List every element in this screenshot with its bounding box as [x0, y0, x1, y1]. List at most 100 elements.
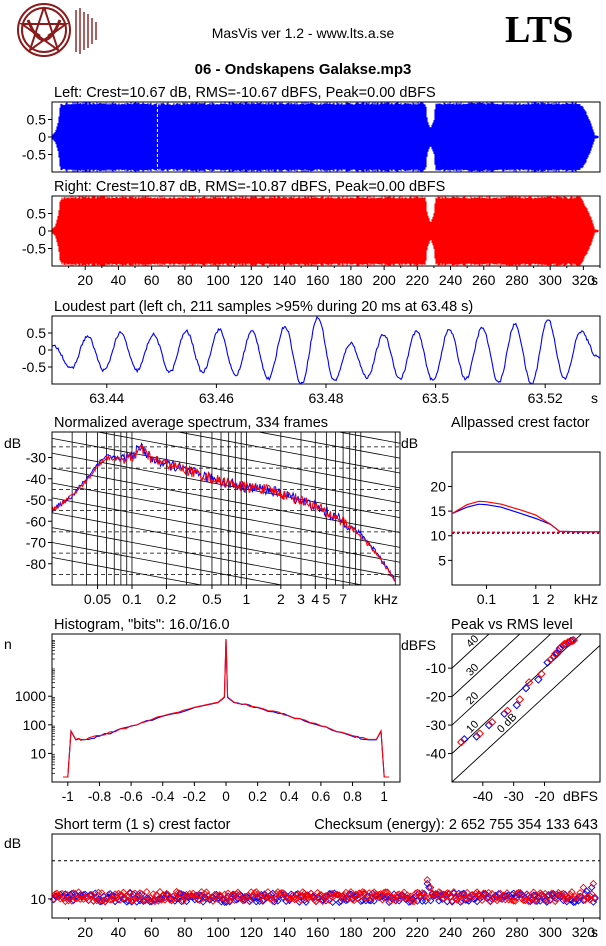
allpass-frame [451, 451, 601, 586]
shortcrest-point-right [519, 896, 528, 904]
brand-logo-text: LTS [505, 9, 574, 51]
peakrms-point-right [487, 717, 497, 727]
allpass-xtick-label: 0.1 [477, 591, 497, 607]
peakrms-point-right [557, 642, 566, 652]
shortcrest-point-right [305, 892, 314, 901]
shortcrest-point-right [315, 891, 324, 900]
shortcrest-point-right [508, 896, 516, 904]
shortcrest-point-right [142, 888, 151, 896]
spectrum-xtick-label: 0.1 [122, 591, 142, 607]
shortcrest-point-right [559, 889, 568, 898]
shortcrest-xtick-label: 220 [406, 924, 430, 940]
shortcrest-point-right [122, 892, 131, 900]
shortcrest-xtick-label: 300 [539, 924, 563, 940]
shortcrest-point-right [290, 895, 299, 904]
right-xtick-label: 260 [472, 272, 496, 288]
histogram-xtick-label: -0.4 [151, 789, 175, 804]
shortcrest-point-right [277, 889, 285, 897]
shortcrest-point-right [126, 888, 134, 897]
shortcrest-point-right [516, 888, 525, 897]
shortcrest-xtick-label: 20 [77, 924, 93, 940]
shortcrest-point-left [582, 887, 591, 896]
shortcrest-point-right [421, 893, 430, 901]
loudest-ytick-label: 0 [38, 342, 46, 358]
shortcrest-point-right [443, 889, 451, 897]
shortcrest-xtick-label: 120 [240, 924, 264, 940]
shortcrest-point-right [478, 896, 486, 904]
loudest-xunit: s [591, 390, 598, 406]
shortcrest-point-right [475, 891, 483, 900]
shortcrest-point-right [358, 888, 367, 896]
peakrms-point-left [512, 700, 521, 710]
shortcrest-point-right [551, 897, 559, 906]
right-xtick-label: 60 [144, 272, 160, 288]
shortcrest-point-right [509, 897, 518, 905]
shortcrest-point-right [343, 895, 352, 903]
peakrms-ytick-label: -30 [426, 717, 446, 733]
shortcrest-point-right [536, 889, 544, 897]
shortcrest-point-right [66, 894, 75, 902]
spectrum-slope-line [176, 432, 400, 474]
loudest-xtick-label: 63.44 [89, 390, 124, 406]
shortcrest-xtick-label: 40 [111, 924, 127, 940]
allpass-series-right [451, 500, 600, 533]
right-xtick-label: 160 [306, 272, 330, 288]
shortcrest-ylabel: dB [4, 835, 21, 851]
allpass-ytick-label: 15 [430, 503, 446, 519]
peakrms-point-left [521, 683, 531, 693]
histogram-xtick-label: 0 [222, 789, 230, 804]
allpass-xunit: kHz [574, 591, 598, 607]
right-xtick-label: 100 [206, 272, 230, 288]
histogram-xtick-label: 0.8 [343, 789, 362, 804]
right-xtick-label: 120 [240, 272, 264, 288]
allpass-ylabel: dB [401, 435, 418, 451]
shortcrest-point-right [149, 890, 158, 898]
peakrms-title: Peak vs RMS level [451, 617, 573, 633]
shortcrest-point-right [297, 896, 305, 904]
shortcrest-point-left [96, 897, 104, 906]
shortcrest-point-right [461, 894, 470, 902]
shortcrest-xtick-label: 260 [472, 924, 496, 940]
loudest-xtick-label: 63.48 [308, 390, 343, 406]
shortcrest-point-right [403, 891, 412, 899]
spectrum-slope-line [52, 556, 204, 585]
allpass-xtick-label: 1 [532, 591, 540, 607]
left-waveform [52, 102, 599, 172]
right-xtick-label: 140 [273, 272, 297, 288]
shortcrest-point-right [558, 890, 566, 898]
right-xunit: s [591, 272, 598, 288]
peakrms-crest-line [452, 634, 521, 697]
peakrms-point-right [503, 706, 512, 716]
shortcrest-point-right [340, 891, 349, 899]
peakrms-point-left [460, 735, 469, 744]
shortcrest-point-right [204, 892, 212, 900]
shortcrest-point-left [405, 898, 413, 906]
shortcrest-point-right [360, 888, 368, 897]
shortcrest-point-right [453, 896, 461, 904]
shortcrest-point-right [59, 894, 68, 903]
shortcrest-point-right [586, 896, 594, 904]
shortcrest-xtick-label: 240 [439, 924, 463, 940]
shortcrest-point-right [529, 888, 538, 896]
right-xtick-label: 320 [572, 272, 596, 288]
histogram-series-left [63, 638, 389, 778]
peakrms-xtick-label: -20 [534, 788, 554, 804]
shortcrest-point-left [425, 883, 433, 892]
loudest-ytick-label: 0.5 [27, 325, 47, 341]
shortcrest-point-right [460, 890, 468, 899]
spectrum-slope-line [52, 482, 400, 548]
histogram-title: Histogram, "bits": 16.0/16.0 [54, 617, 230, 633]
shortcrest-xtick-label: 160 [306, 924, 330, 940]
shortcrest-point-right [423, 876, 432, 884]
spectrum-slope-line [52, 497, 400, 563]
shortcrest-point-right [450, 888, 458, 896]
peakrms-ytick-label: -10 [426, 660, 446, 676]
peakrms-ytick-label: -20 [426, 689, 446, 705]
spectrum-xtick-label: 0.5 [202, 591, 222, 607]
peakrms-point-left [549, 652, 558, 662]
shortcrest-ytick-label: 10 [30, 891, 46, 907]
shortcrest-point-right [579, 883, 588, 892]
peakrms-point-right [568, 636, 577, 646]
checksum-text: Checksum (energy): 2 652 755 354 133 643 [314, 817, 598, 833]
